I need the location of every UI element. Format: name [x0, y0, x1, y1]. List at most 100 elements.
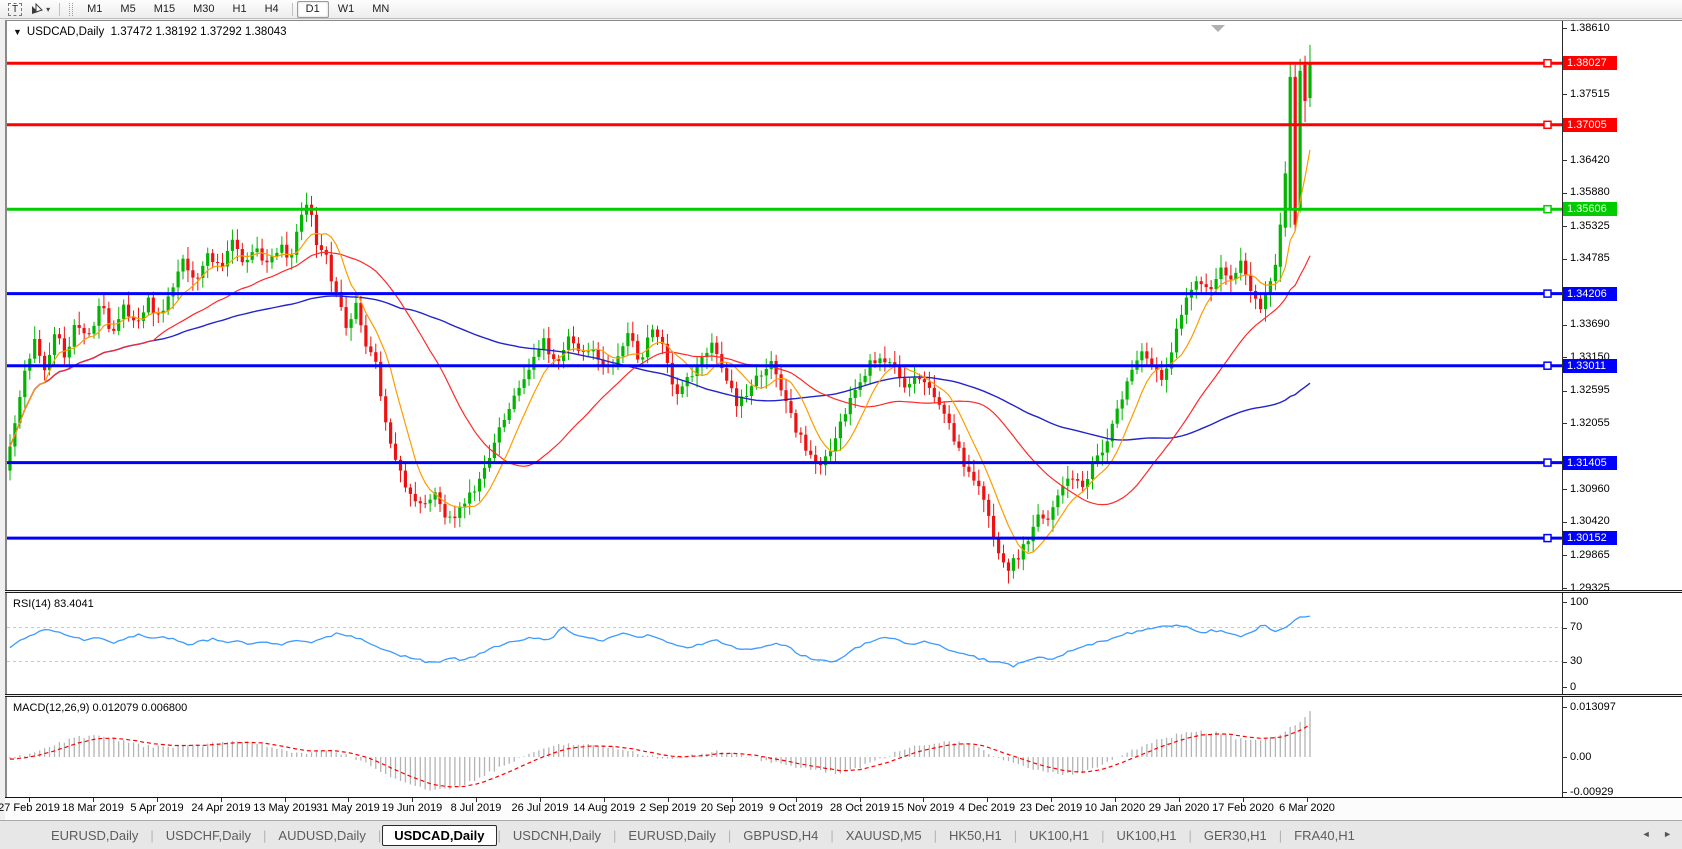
macd-histogram-layer	[9, 711, 1311, 791]
tab-separator: |	[497, 827, 501, 843]
chevron-down-icon[interactable]: ▾	[46, 4, 51, 14]
time-axis-label: 31 May 2019	[316, 802, 380, 814]
time-axis-label: 6 Mar 2020	[1279, 802, 1335, 814]
price-axis-label: 1.29325	[1570, 582, 1610, 594]
chart-tab-hk50-h1[interactable]: HK50,H1	[949, 827, 1002, 843]
tab-scroll-right-icon[interactable]: ►	[1663, 829, 1672, 839]
axis-tick-mark	[1562, 662, 1567, 663]
rsi-axis-label: 30	[1570, 655, 1583, 667]
price-axis-label: 1.36420	[1570, 154, 1610, 166]
chart-tab-usdcnh-daily[interactable]: USDCNH,Daily	[512, 827, 602, 843]
quick-trade-arrow-icon[interactable]: ▼	[13, 27, 22, 37]
horizontal-lines-layer	[7, 58, 1562, 543]
chart-title: ▼ USDCAD,Daily 1.37472 1.38192 1.37292 1.…	[13, 26, 287, 38]
macd-axis-label: -0.00929	[1570, 786, 1614, 798]
toolbar-separator	[291, 2, 293, 16]
price-axis-label: 1.35325	[1570, 220, 1610, 232]
axis-tick-mark	[1562, 423, 1567, 424]
timeframe-button-m5[interactable]: M5	[120, 2, 136, 15]
chart-background	[5, 20, 1682, 797]
hline-handle[interactable]	[1543, 120, 1552, 130]
timeframe-button-d1[interactable]: D1	[296, 0, 329, 18]
macd-panel-canvas[interactable]	[7, 697, 1562, 797]
time-axis[interactable]	[5, 797, 1682, 820]
hline-handle[interactable]	[1543, 361, 1552, 370]
tab-separator: |	[1188, 827, 1192, 843]
time-tick-mark	[412, 798, 413, 802]
tab-separator: |	[1101, 827, 1105, 843]
price-line-badge: 1.31405	[1563, 456, 1617, 470]
time-axis-label: 29 Jan 2020	[1148, 802, 1210, 814]
chart-tab-eurusd-daily[interactable]: EURUSD,Daily	[51, 827, 139, 843]
hline-handle[interactable]	[1543, 204, 1552, 214]
rsi-axis-label: 100	[1570, 596, 1589, 608]
hline-handle[interactable]	[1543, 289, 1552, 298]
text-tool-button[interactable]: T	[5, 1, 25, 17]
timeframe-button-h4[interactable]: H4	[264, 2, 279, 15]
axis-tick-mark	[1562, 757, 1567, 758]
hline-handle[interactable]	[1543, 533, 1552, 543]
chart-tab-usdcad-daily[interactable]: USDCAD,Daily	[382, 824, 497, 846]
panel-splitter-rsi[interactable]	[5, 590, 1682, 593]
time-tick-mark	[668, 798, 669, 802]
price-line-badge: 1.34206	[1563, 287, 1617, 301]
ma-slow-line	[9, 295, 1311, 447]
time-tick-mark	[476, 798, 477, 802]
price-line-badge: 1.38027	[1563, 56, 1617, 70]
hline-handle[interactable]	[1543, 58, 1552, 68]
axis-tick-mark	[1562, 193, 1567, 194]
time-axis-label: 17 Feb 2020	[1212, 802, 1274, 814]
timeframe-button-h1[interactable]: H1	[232, 2, 247, 15]
chart-tab-fra40-h1[interactable]: FRA40,H1	[1294, 827, 1355, 843]
axis-tick-mark	[1562, 522, 1567, 523]
tab-separator: |	[613, 827, 617, 843]
chart-tab-uk100-h1[interactable]: UK100,H1	[1116, 827, 1177, 843]
time-tick-mark	[93, 798, 94, 802]
chart-tab-audusd-daily[interactable]: AUDUSD,Daily	[278, 827, 366, 843]
rsi-line	[9, 615, 1311, 668]
timeframe-button-mn[interactable]: MN	[372, 2, 390, 15]
chart-tab-usdchf-daily[interactable]: USDCHF,Daily	[165, 827, 252, 843]
price-axis-label: 1.37515	[1570, 88, 1610, 100]
chart-tab-eurusd-daily[interactable]: EURUSD,Daily	[628, 827, 716, 843]
chart-tab-gbpusd-h4[interactable]: GBPUSD,H4	[743, 827, 819, 843]
time-axis-label: 20 Sep 2019	[700, 802, 764, 814]
axis-tick-mark	[1562, 325, 1567, 326]
chart-ohlc-values: 1.37472 1.38192 1.37292 1.38043	[110, 26, 287, 38]
axis-tick-mark	[1562, 687, 1567, 688]
time-axis-label: 5 Apr 2019	[130, 802, 184, 814]
chart-tab-xauusd-m5[interactable]: XAUUSD,M5	[845, 827, 922, 843]
text-label-icon: T	[8, 2, 23, 16]
price-axis-label: 1.34785	[1570, 252, 1610, 264]
timeframe-button-m30[interactable]: M30	[193, 2, 215, 15]
axis-tick-mark	[1562, 259, 1567, 260]
tab-scroll-arrows: ◄ ►	[1632, 829, 1672, 839]
chart-tab-ger30-h1[interactable]: GER30,H1	[1203, 827, 1267, 843]
time-axis-label: 13 May 2019	[253, 802, 317, 814]
toolbar-grip[interactable]	[69, 2, 74, 16]
price-axis-label: 1.32595	[1570, 384, 1610, 396]
axis-tick-mark	[1562, 792, 1567, 793]
tab-separator: |	[1278, 827, 1283, 843]
time-axis-label: 9 Oct 2019	[769, 802, 823, 814]
macd-signal-line	[9, 723, 1311, 788]
chart-shift-marker-icon[interactable]	[1211, 25, 1225, 32]
chart-tab-uk100-h1[interactable]: UK100,H1	[1029, 827, 1090, 843]
rsi-panel-canvas[interactable]	[7, 593, 1562, 694]
axis-tick-mark	[1562, 94, 1567, 95]
panel-splitter-macd[interactable]	[5, 694, 1682, 697]
cursor-tool-button[interactable]: ▾	[27, 1, 53, 17]
tab-separator: |	[150, 827, 154, 843]
time-axis-label: 8 Jul 2019	[450, 802, 502, 814]
price-line-badge: 1.37005	[1563, 118, 1617, 132]
timeframe-button-m1[interactable]: M1	[87, 2, 103, 15]
timeframe-button-m15[interactable]: M15	[153, 2, 176, 15]
axis-tick-mark	[1562, 391, 1567, 392]
price-axis-label: 1.30960	[1570, 483, 1610, 495]
ma-mid-line	[9, 251, 1311, 506]
tab-scroll-left-icon[interactable]: ◄	[1641, 829, 1651, 839]
time-tick-mark	[987, 798, 988, 802]
hline-handle[interactable]	[1543, 458, 1552, 467]
timeframe-button-w1[interactable]: W1	[337, 2, 355, 15]
main-chart-canvas[interactable]	[7, 22, 1562, 590]
